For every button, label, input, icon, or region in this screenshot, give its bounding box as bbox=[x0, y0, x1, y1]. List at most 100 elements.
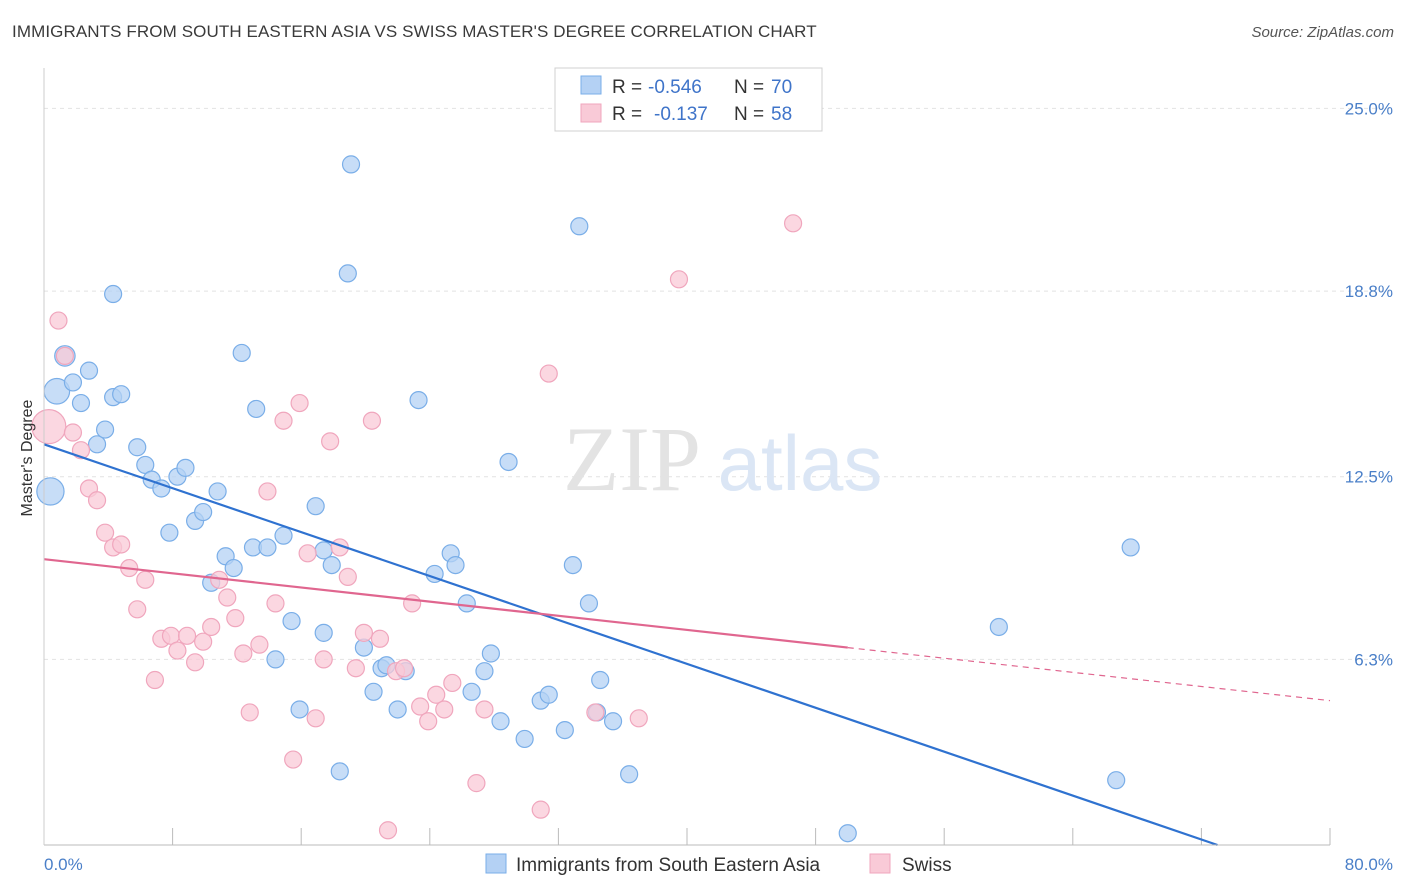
point-series-0-15 bbox=[160, 523, 179, 542]
legend-r-label-1: R = bbox=[612, 77, 642, 98]
point-series-0-38 bbox=[341, 155, 361, 174]
point-series-1-35 bbox=[321, 432, 340, 451]
point-series-1-33 bbox=[306, 709, 325, 728]
point-series-1-56 bbox=[629, 709, 648, 728]
point-series-0-24 bbox=[232, 343, 251, 363]
point-series-0-61 bbox=[579, 594, 599, 613]
legend-r-value-1: -0.546 bbox=[648, 77, 702, 98]
trend-line-series-1 bbox=[43, 558, 848, 649]
point-series-1-26 bbox=[250, 635, 269, 654]
point-series-1-52 bbox=[475, 700, 494, 719]
legend-n-value-1: 70 bbox=[771, 77, 792, 98]
point-series-1-19 bbox=[194, 632, 213, 651]
point-series-0-53 bbox=[491, 712, 510, 731]
point-series-0-19 bbox=[194, 502, 213, 522]
y-tick-label-1: 12.5% bbox=[1345, 468, 1393, 487]
x-tick-label-0: 0.0% bbox=[44, 855, 83, 874]
point-series-1-7 bbox=[95, 523, 115, 542]
point-series-1-28 bbox=[266, 594, 285, 613]
point-series-1-46 bbox=[411, 697, 430, 716]
point-series-0-51 bbox=[475, 662, 494, 681]
watermark-zip: ZIP bbox=[563, 408, 701, 510]
point-series-1-31 bbox=[290, 393, 309, 413]
point-series-0-8 bbox=[104, 284, 123, 304]
point-series-0-6 bbox=[87, 435, 107, 454]
point-series-0-52 bbox=[481, 644, 500, 663]
point-series-0-28 bbox=[266, 650, 285, 669]
correlation-legend: R = -0.546 N = 70 R = -0.137 N = 58 bbox=[554, 67, 823, 132]
point-series-0-40 bbox=[364, 682, 383, 701]
point-series-0-50 bbox=[462, 682, 481, 701]
series-legend: Immigrants from South Eastern Asia Swiss bbox=[485, 853, 952, 876]
point-series-1-41 bbox=[370, 629, 390, 648]
point-series-0-21 bbox=[208, 482, 227, 501]
point-series-0-55 bbox=[515, 729, 534, 749]
point-series-1-58 bbox=[783, 214, 803, 233]
legend-swatch-pink bbox=[580, 103, 602, 123]
point-series-0-45 bbox=[409, 390, 428, 410]
legend-r-value-2: -0.137 bbox=[654, 104, 708, 125]
trend-line-dashed-series-1 bbox=[847, 646, 1331, 702]
x-tick-labels: 0.0% 80.0% bbox=[44, 855, 1393, 874]
y-tick-labels: 6.3% 12.5% 18.8% 25.0% bbox=[1345, 99, 1393, 669]
legend-n-label-1: N = bbox=[734, 77, 764, 98]
point-series-0-57 bbox=[539, 685, 558, 704]
point-series-1-23 bbox=[226, 609, 245, 628]
point-series-1-6 bbox=[87, 491, 107, 510]
point-series-0-0 bbox=[36, 477, 65, 506]
x-tick-label-1: 80.0% bbox=[1345, 855, 1393, 874]
point-series-0-3 bbox=[63, 373, 83, 392]
point-series-1-12 bbox=[136, 570, 155, 589]
point-series-0-43 bbox=[388, 700, 407, 719]
point-series-1-39 bbox=[354, 623, 373, 642]
point-series-1-27 bbox=[258, 482, 277, 501]
x-axis-ticks bbox=[172, 828, 1331, 845]
y-tick-label-2: 18.8% bbox=[1345, 282, 1393, 301]
point-series-0-27 bbox=[258, 538, 277, 557]
point-series-1-45 bbox=[403, 594, 422, 613]
point-series-1-17 bbox=[177, 626, 197, 645]
point-series-1-1 bbox=[49, 311, 68, 330]
point-series-1-30 bbox=[284, 750, 303, 769]
y-axis-title: Master's Degree bbox=[19, 399, 36, 516]
point-series-0-65 bbox=[620, 765, 639, 784]
trend-lines bbox=[43, 443, 1331, 847]
point-series-1-54 bbox=[539, 364, 558, 383]
chart-title: IMMIGRANTS FROM SOUTH EASTERN ASIA VS SW… bbox=[12, 22, 817, 41]
point-series-1-2 bbox=[55, 346, 74, 366]
point-series-0-10 bbox=[112, 385, 131, 404]
point-series-0-7 bbox=[95, 420, 115, 439]
point-series-1-51 bbox=[467, 774, 486, 793]
point-series-1-0 bbox=[31, 409, 67, 445]
trend-line-series-0 bbox=[43, 443, 1218, 847]
point-series-1-13 bbox=[145, 670, 165, 690]
series-legend-label-blue: Immigrants from South Eastern Asia bbox=[516, 855, 821, 876]
point-series-1-3 bbox=[63, 423, 83, 442]
point-series-1-55 bbox=[586, 703, 605, 722]
point-series-0-29 bbox=[274, 526, 293, 545]
data-points bbox=[31, 155, 1140, 843]
point-series-1-42 bbox=[378, 821, 398, 840]
point-series-0-48 bbox=[446, 555, 465, 575]
point-series-0-37 bbox=[338, 264, 357, 283]
point-series-1-32 bbox=[298, 544, 317, 563]
series-legend-label-pink: Swiss bbox=[902, 855, 952, 876]
point-series-1-38 bbox=[346, 659, 365, 678]
point-series-1-53 bbox=[531, 800, 550, 819]
legend-n-value-2: 58 bbox=[771, 104, 792, 125]
point-series-0-63 bbox=[591, 670, 610, 690]
point-series-0-17 bbox=[176, 458, 195, 477]
y-tick-label-3: 25.0% bbox=[1345, 99, 1393, 118]
point-series-1-11 bbox=[128, 600, 147, 619]
point-series-0-54 bbox=[499, 452, 518, 472]
point-series-0-67 bbox=[989, 617, 1008, 637]
series-legend-swatch-pink bbox=[869, 853, 891, 874]
point-series-1-24 bbox=[234, 644, 253, 663]
point-series-1-16 bbox=[168, 641, 187, 660]
point-series-1-34 bbox=[314, 650, 333, 669]
point-series-0-30 bbox=[282, 611, 301, 631]
point-series-1-50 bbox=[443, 673, 462, 693]
point-series-1-44 bbox=[394, 659, 414, 678]
point-series-1-47 bbox=[419, 712, 438, 731]
